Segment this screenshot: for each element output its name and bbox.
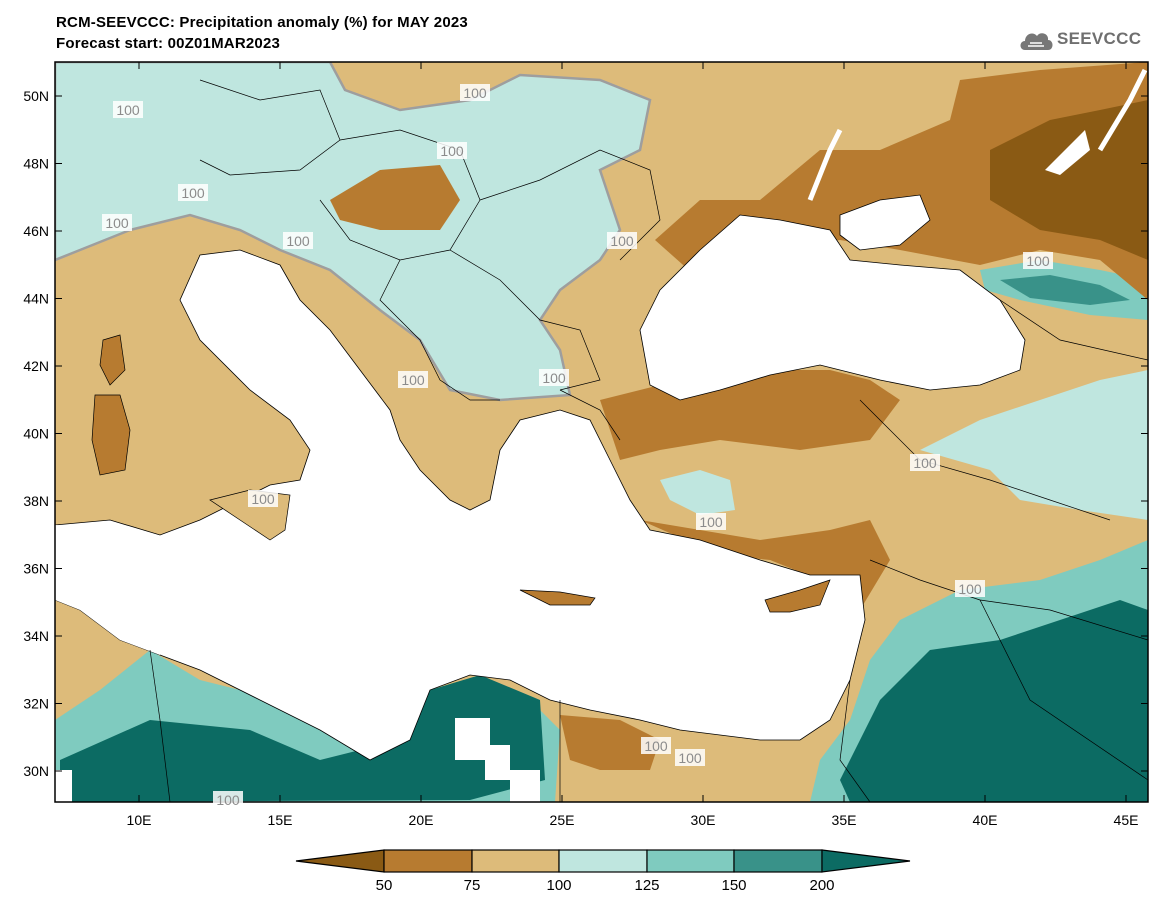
volga-gap	[807, 68, 1148, 201]
wet-core-caucasus	[1000, 275, 1130, 305]
lat-tick-label: 34N	[23, 628, 49, 644]
tyrrhenian-gap	[55, 525, 170, 655]
colorbar-high-triangle	[821, 849, 911, 873]
contour-label: 100	[913, 455, 937, 471]
contour-label: 100	[678, 750, 702, 766]
lat-tick-label: 46N	[23, 223, 49, 239]
sardinia	[91, 394, 131, 476]
contour-label: 100	[699, 514, 723, 530]
cyprus	[764, 579, 831, 613]
contour-labels: 100 100 100 100 100 100 100 100 100 100 100 100 100 1…	[102, 84, 1053, 808]
colorbar-label: 125	[634, 877, 659, 894]
contour-label: 100	[286, 233, 310, 249]
contour-label: 100	[463, 85, 487, 101]
corsica	[99, 334, 126, 386]
longitude-axis: 10E 15E 20E 25E 30E 35E 40E 45E	[127, 62, 1139, 828]
lat-tick-label: 32N	[23, 696, 49, 712]
lon-tick-label: 35E	[832, 812, 857, 828]
map-title: RCM-SEEVCCC: Precipitation anomaly (%) f…	[56, 14, 468, 31]
very-wet-core-libya	[60, 675, 545, 802]
wet-region-central-turkey	[660, 470, 735, 515]
dry-region-hungary	[330, 165, 460, 230]
russia-gap	[1045, 130, 1090, 175]
lon-tick-label: 15E	[268, 812, 293, 828]
contour-label: 100	[610, 233, 634, 249]
crete	[519, 589, 596, 606]
azov-sea	[839, 194, 931, 251]
logo-text: SEEVCCC	[1057, 29, 1142, 48]
map-subtitle: Forecast start: 00Z01MAR2023	[56, 35, 281, 52]
lon-tick-label: 20E	[409, 812, 434, 828]
wet-region-central-europe	[55, 62, 652, 402]
colorbar-label: 100	[546, 877, 571, 894]
colorbar-label: 50	[376, 877, 393, 894]
lon-tick-label: 40E	[973, 812, 998, 828]
mediterranean-sea	[55, 249, 866, 761]
anomaly-field	[55, 62, 1148, 802]
lat-tick-label: 30N	[23, 763, 49, 779]
contour-label: 100	[251, 491, 275, 507]
very-wet-core-syria-iraq	[840, 600, 1148, 802]
lon-tick-label: 30E	[691, 812, 716, 828]
wet-region-east-turkey	[920, 370, 1148, 520]
colorbar-segment	[646, 849, 735, 873]
colorbar-label: 200	[809, 877, 834, 894]
lon-tick-label: 45E	[1114, 812, 1139, 828]
lat-tick-label: 42N	[23, 358, 49, 374]
contour-label: 100	[105, 215, 129, 231]
west-gap	[55, 770, 72, 802]
colorbar-low-triangle	[295, 849, 385, 873]
contour-label: 100	[401, 372, 425, 388]
contour-label: 100	[181, 185, 205, 201]
lat-tick-label: 40N	[23, 426, 49, 442]
dry-region-egypt	[560, 715, 660, 770]
colorbar-label: 75	[464, 877, 481, 894]
contour-label: 100	[542, 370, 566, 386]
libya-gap	[455, 718, 540, 802]
latitude-axis: 50N 48N 46N 44N 42N 40N 38N 36N 34N 32N 30N	[23, 88, 1148, 779]
lon-tick-label: 25E	[550, 812, 575, 828]
lat-tick-label: 38N	[23, 493, 49, 509]
colorbar-segment	[558, 849, 648, 873]
colorbar-legend: 50 75 100 125 150 200	[295, 849, 911, 894]
contour-label: 100	[1026, 253, 1050, 269]
cloud-icon	[1020, 33, 1053, 50]
contour-label: 100	[958, 581, 982, 597]
black-sea	[639, 214, 1026, 401]
contour-label: 100	[644, 738, 668, 754]
colorbar-label: 150	[721, 877, 746, 894]
contour-label: 100	[440, 143, 464, 159]
colorbar-segment	[733, 849, 823, 873]
lat-tick-label: 48N	[23, 156, 49, 172]
contour-label: 100	[216, 792, 240, 808]
lat-tick-label: 36N	[23, 561, 49, 577]
lat-tick-label: 44N	[23, 291, 49, 307]
map-frame	[54, 61, 1149, 803]
seevccc-logo: SEEVCCC	[1018, 26, 1141, 52]
contour-label: 100	[116, 102, 140, 118]
country-borders	[149, 79, 1148, 802]
colorbar-segment	[383, 849, 473, 873]
colorbar-segment	[471, 849, 560, 873]
lat-tick-label: 50N	[23, 88, 49, 104]
lon-tick-label: 10E	[127, 812, 152, 828]
